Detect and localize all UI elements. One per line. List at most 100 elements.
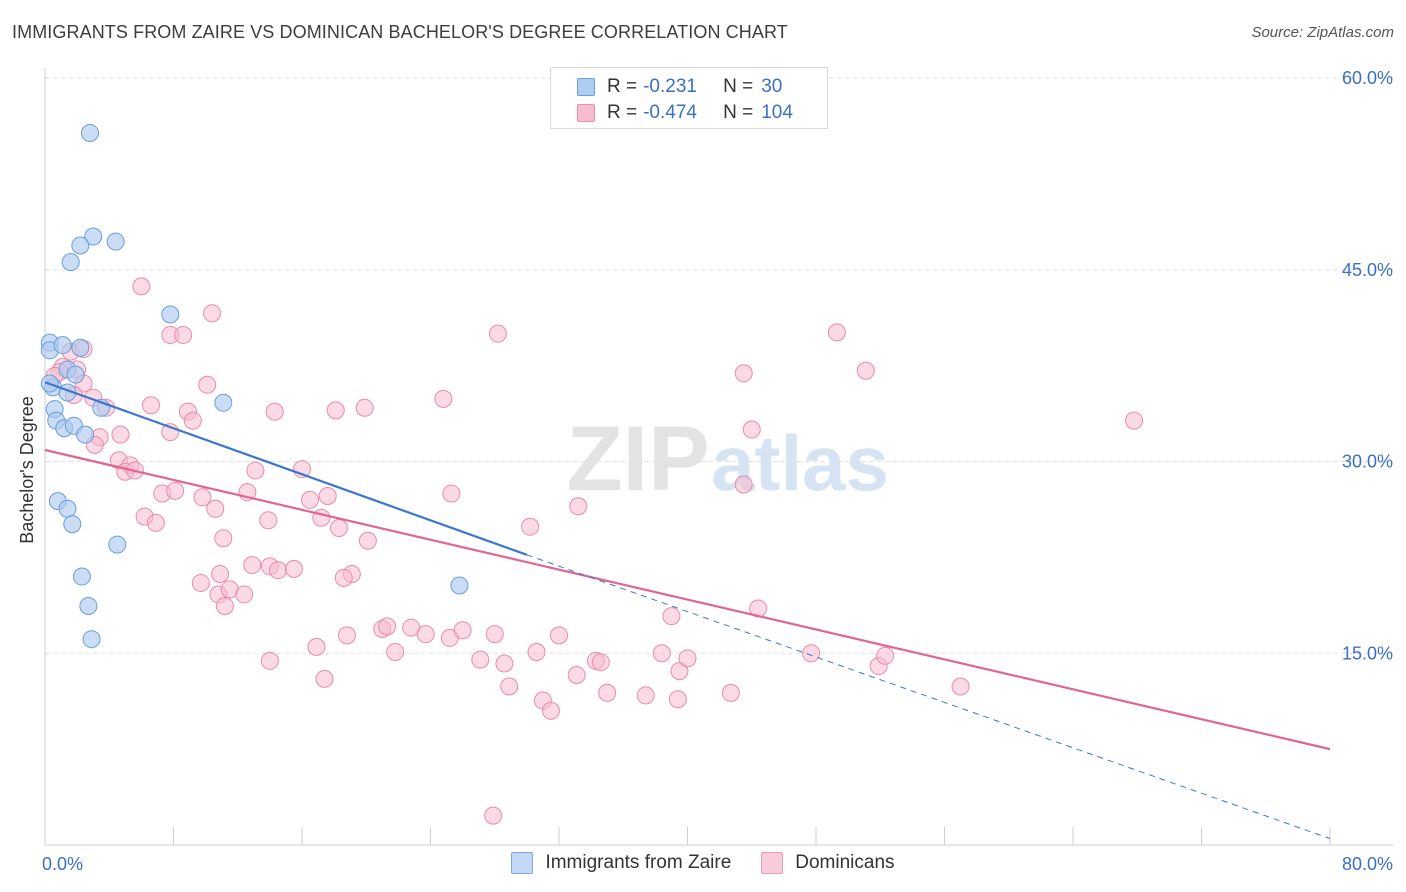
dominicans-point [174,325,193,344]
stats-legend: R = -0.231 N = 30 R = -0.474 N = 104 [550,67,828,129]
dominicans-point [268,561,287,580]
dominicans-point [567,665,586,684]
stats-row-dominicans: R = -0.474 N = 104 [577,101,793,125]
zaire-point [82,630,101,649]
dominicans-point [191,573,210,592]
dominicans-point [183,411,202,430]
zaire-legend-swatch [511,852,534,874]
dominicans-point [670,662,689,681]
dominicans-point [111,425,130,444]
dominicans-point [876,646,895,665]
dominicans-point [246,461,265,480]
dominicans-point [662,607,681,626]
r-label: R = [607,102,638,123]
zaire-point [80,123,99,142]
dominicans-point [500,677,519,696]
r-value: -0.474 [643,102,697,123]
dominicans-point [636,686,655,705]
trend-lines [44,381,1331,840]
dominicans-point [142,396,161,415]
dominicans-point [734,475,753,494]
dominicans-point [442,484,461,503]
zaire-point [161,305,180,324]
zaire-point [61,253,80,272]
dominicans-swatch [577,104,595,122]
dominicans-point [386,642,405,661]
dominicans-point [243,556,262,575]
n-value: 104 [761,102,793,123]
dominicans-point [193,488,212,507]
dominicans-point [652,644,671,663]
chart-title: IMMIGRANTS FROM ZAIRE VS DOMINICAN BACHE… [12,22,788,42]
n-label: N = [723,102,754,123]
dominicans-point [235,585,254,604]
dominicans-point [259,511,278,530]
zaire-point [76,425,95,444]
legend-label-zaire: Immigrants from Zaire [545,852,732,873]
dominicans-point [326,401,345,420]
dominicans-point [132,277,151,296]
dominicans-point [211,564,230,583]
dominicans-point [434,389,453,408]
dominicans-point [329,518,348,537]
dominicans-point [301,490,320,509]
dominicans-point [1125,411,1144,430]
n-value: 30 [761,76,783,97]
dominicans-point [742,420,761,439]
zaire-point [84,227,103,246]
dominicans-point [378,617,397,636]
dominicans-point [203,304,222,323]
zaire-trend-extension [526,554,1331,840]
dominicans-point [484,806,503,825]
r-label: R = [607,76,638,97]
zaire-point [66,365,85,384]
y-tick-label: 45.0% [1342,260,1393,280]
zaire-point [106,232,125,251]
watermark-zip: ZIP [566,408,709,510]
zaire-point [72,567,91,586]
zaire-point [214,393,233,412]
y-tick-label: 30.0% [1342,452,1393,472]
dominicans-point [146,513,165,532]
dominicans-point [355,398,374,417]
dominicans-point [416,625,435,644]
zaire-point [71,236,90,255]
dominicans-point [485,625,504,644]
dominicans-point [521,517,540,536]
dominicans-point [315,669,334,688]
dominicans-point [206,499,225,518]
dominicans-point [453,621,472,640]
dominicans-trend-line [44,448,1331,751]
dominicans-point [495,654,514,673]
zaire-point [450,576,469,595]
y-tick-label: 15.0% [1342,643,1393,663]
zaire-points [40,123,469,649]
stats-row-zaire: R = -0.231 N = 30 [577,75,782,99]
dominicans-point [307,637,326,656]
r-value: -0.231 [643,76,697,97]
dominicans-point [358,531,377,550]
dominicans-point [334,568,353,587]
axes [44,68,1393,846]
dominicans-point [166,481,185,500]
zaire-point [53,336,72,355]
dominicans-point [550,626,568,645]
dominicans-point [951,677,970,696]
source-label: Source: ZipAtlas.com [1251,24,1394,41]
n-label: N = [723,76,754,97]
dominicans-point [598,683,617,702]
watermark-atlas: atlas [711,419,889,507]
dominicans-point [827,323,846,342]
legend-label-dominicans: Dominicans [795,852,895,873]
zaire-point [79,596,98,615]
dominicans-point [488,324,507,343]
zaire-trend-line [44,381,528,556]
y-tick-labels: 15.0% 30.0% 45.0% 60.0% [1342,68,1393,663]
x-tick-label-max: 80.0% [1342,854,1393,874]
dominicans-point [318,487,337,506]
legend-item-dominicans: Dominicans [761,852,895,874]
dominicans-point [541,701,560,720]
dominicans-points [45,277,1144,825]
dominicans-point [734,364,753,383]
